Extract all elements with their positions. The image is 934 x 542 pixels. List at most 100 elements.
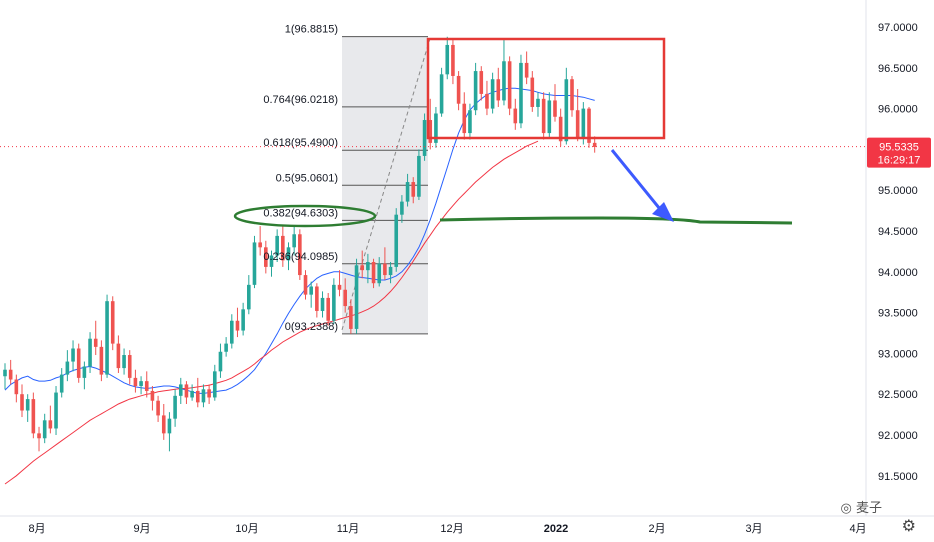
fibonacci-labels: 1(96.8815) 0.764(96.0218) 0.618(95.4900) 0.… — [263, 24, 338, 333]
candle-body — [71, 348, 75, 362]
candle-body — [587, 108, 591, 143]
candle-body — [275, 235, 279, 256]
fib-0382-ellipse — [233, 204, 377, 228]
candle-body — [303, 275, 308, 295]
moving-average-line — [4, 140, 539, 485]
candle-body — [93, 338, 98, 347]
candle-body — [127, 355, 132, 378]
candle-body — [422, 120, 427, 156]
x-tick-label: 11月 — [337, 523, 359, 535]
candle-body — [298, 234, 302, 276]
candle-body — [116, 343, 121, 369]
y-tick-label: 96.0000 — [878, 104, 918, 116]
candle-body — [479, 71, 484, 94]
candle-body — [14, 379, 19, 395]
y-tick-label: 97.0000 — [878, 22, 918, 34]
candle-body — [286, 247, 291, 261]
candle-body — [564, 79, 569, 142]
candle-body — [156, 400, 160, 416]
candle-body — [337, 284, 342, 290]
candle-body — [502, 61, 506, 101]
candle-body — [507, 61, 512, 109]
candle-body — [264, 247, 268, 267]
consolidation-box — [426, 37, 666, 140]
candle-body — [3, 369, 7, 377]
candle-body — [496, 79, 501, 101]
watermark-logo: ◎ 麦子 — [840, 501, 882, 516]
candle-body — [25, 399, 30, 411]
current-price-badge — [867, 137, 931, 168]
candle-body — [570, 79, 574, 111]
candle-body — [105, 301, 109, 375]
y-tick-label: 93.5000 — [878, 308, 918, 320]
candle-body — [207, 389, 211, 398]
candle-body — [167, 418, 172, 434]
candle-body — [581, 108, 586, 138]
moving-averages — [4, 87, 595, 485]
candle-body — [88, 338, 92, 367]
x-tick-label: 4月 — [849, 523, 866, 535]
candle-body — [241, 309, 245, 331]
candle-body — [332, 284, 336, 321]
candle-body — [292, 234, 296, 248]
annotations — [233, 37, 793, 228]
fib-level-label: 1(96.8815) — [285, 24, 338, 36]
candle-body — [110, 301, 115, 344]
candle-body — [377, 263, 382, 284]
moving-average-line — [4, 87, 595, 394]
x-tick-label: 9月 — [133, 523, 150, 535]
trend-arrow-shaft — [610, 149, 666, 215]
candle-body — [320, 297, 325, 311]
candlesticks — [3, 36, 597, 452]
x-tick-label: 3月 — [745, 523, 762, 535]
candle-body — [592, 142, 597, 147]
candle-body — [99, 346, 104, 375]
candle-body — [366, 262, 370, 271]
candle-body — [122, 355, 126, 369]
candle-body — [161, 415, 166, 434]
candle-body — [530, 77, 535, 107]
x-axis[interactable]: 8月 9月 10月 11月 12月 2022 2月 3月 4月 — [0, 515, 934, 535]
candle-body — [235, 320, 240, 331]
x-tick-label: 2月 — [648, 523, 665, 535]
candle-body — [536, 98, 540, 107]
candle-body — [252, 242, 257, 285]
candle-body — [309, 286, 313, 295]
candle-body — [388, 266, 393, 276]
candle-body — [201, 389, 206, 403]
candle-body — [82, 366, 87, 378]
candle-body — [383, 263, 387, 276]
candle-body — [37, 433, 41, 439]
candle-body — [343, 289, 347, 307]
gear-icon[interactable]: ⚙ — [901, 518, 916, 535]
y-tick-label: 93.0000 — [878, 348, 918, 360]
candle-body — [326, 297, 330, 321]
candle-body — [133, 377, 138, 387]
candle-body — [394, 214, 399, 267]
y-tick-label: 95.0000 — [878, 185, 918, 197]
candle-body — [473, 71, 478, 111]
candle-body — [371, 262, 376, 284]
y-axis[interactable]: 97.000096.500096.000095.500095.000094.50… — [865, 0, 918, 516]
candle-body — [558, 116, 563, 142]
candle-body — [360, 265, 365, 271]
candle-body — [218, 351, 223, 372]
candle-body — [315, 286, 319, 311]
candle-body — [59, 374, 64, 393]
candle-body — [65, 361, 70, 375]
candle-body — [150, 390, 155, 401]
candle-body — [349, 306, 353, 329]
support-level-line — [439, 216, 793, 225]
candle-body — [178, 384, 183, 396]
y-tick-label: 91.5000 — [878, 471, 918, 483]
candle-body — [42, 420, 47, 439]
fib-level-label: 0.618(95.4900) — [263, 137, 338, 149]
candle-body — [524, 62, 529, 78]
candle-body — [575, 110, 580, 138]
candle-body — [468, 110, 472, 134]
candle-body — [258, 242, 262, 248]
y-tick-label: 96.5000 — [878, 63, 918, 75]
candle-body — [195, 390, 200, 403]
